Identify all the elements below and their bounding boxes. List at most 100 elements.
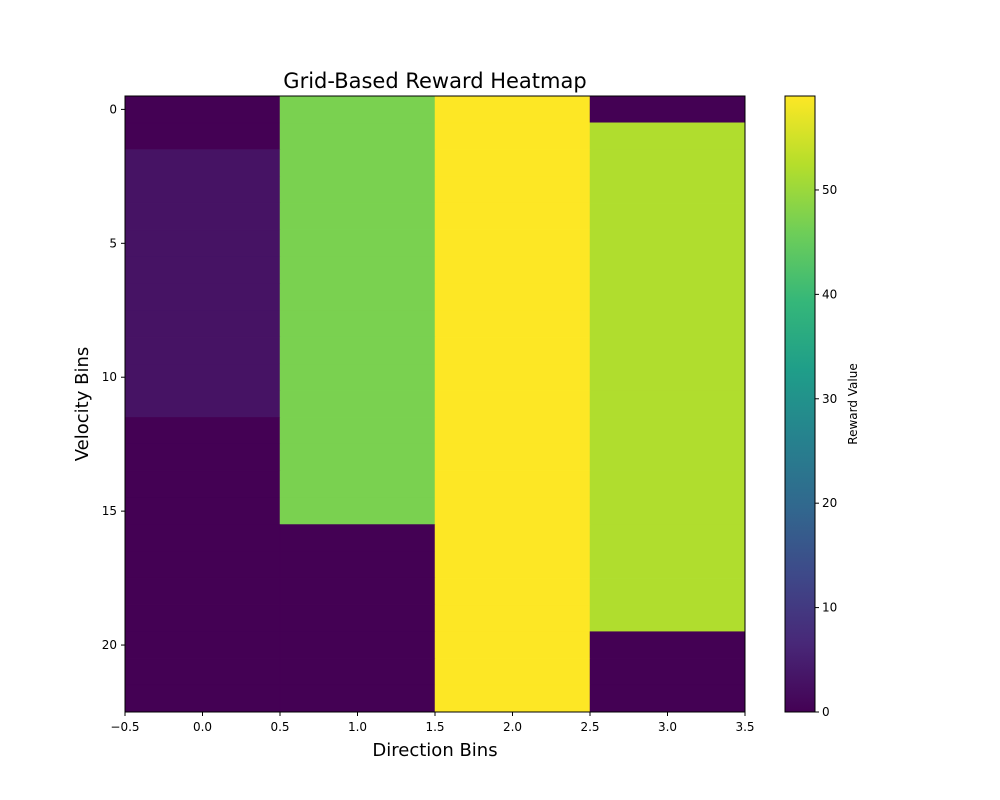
heatmap-cell: [589, 577, 746, 606]
colorbar-tick-label: 30: [822, 392, 837, 406]
heatmap-cell: [124, 202, 281, 231]
x-tick-label: 1.5: [425, 720, 444, 734]
heatmap-cell: [124, 310, 281, 338]
heatmap-cell: [589, 497, 746, 525]
heatmap-cell: [124, 122, 281, 150]
heatmap-cell: [124, 577, 281, 606]
heatmap-cell: [589, 604, 746, 632]
heatmap-cell: [124, 631, 281, 659]
heatmap-cell: [279, 497, 436, 525]
heatmap-cell: [279, 470, 436, 498]
colorbar-tick-label: 0: [822, 705, 830, 719]
heatmap-cell: [279, 577, 436, 606]
heatmap-cell: [434, 604, 591, 632]
heatmap-cell: [124, 417, 281, 445]
heatmap-cell: [434, 551, 591, 579]
heatmap-cell: [434, 310, 591, 338]
heatmap-cell: [279, 256, 436, 284]
heatmap-cell: [589, 551, 746, 579]
heatmap-cell: [434, 658, 591, 686]
heatmap-cell: [434, 256, 591, 284]
heatmap-cell: [279, 363, 436, 391]
heatmap-cell: [279, 149, 436, 177]
heatmap-cell: [124, 283, 281, 311]
heatmap-cell: [589, 417, 746, 445]
x-tick-label: 0.0: [193, 720, 212, 734]
heatmap-cell: [124, 551, 281, 579]
heatmap-cell: [124, 470, 281, 498]
heatmap-cell: [434, 122, 591, 150]
heatmap-cell: [589, 524, 746, 552]
heatmap-cell: [279, 551, 436, 579]
heatmap-cell: [124, 443, 281, 472]
heatmap-cell: [589, 336, 746, 365]
heatmap-cell: [589, 202, 746, 231]
x-tick-label: 0.5: [270, 720, 289, 734]
heatmap-cell: [434, 363, 591, 391]
heatmap-cell: [589, 176, 746, 204]
colorbar-tick-label: 20: [822, 496, 837, 510]
y-tick-label: 15: [102, 504, 117, 518]
heatmap-cell: [279, 684, 436, 713]
heatmap-cell: [434, 95, 591, 124]
heatmap-cell: [434, 283, 591, 311]
heatmap-cell: [279, 229, 436, 257]
heatmap-cell: [124, 149, 281, 177]
heatmap-cell: [434, 202, 591, 231]
heatmap-cell: [279, 95, 436, 124]
heatmap-cell: [279, 176, 436, 204]
heatmap-cell: [124, 176, 281, 204]
heatmap-cell: [279, 524, 436, 552]
heatmap-cell: [589, 95, 746, 124]
heatmap-cell: [589, 470, 746, 498]
heatmap-cell: [279, 390, 436, 418]
x-axis-label: Direction Bins: [372, 740, 497, 761]
heatmap-cell: [124, 524, 281, 552]
heatmap-cell: [124, 684, 281, 713]
heatmap-cell: [124, 363, 281, 391]
colorbar: [784, 95, 816, 713]
heatmap-cell: [124, 256, 281, 284]
heatmap-cell: [434, 229, 591, 257]
heatmap-cell: [434, 524, 591, 552]
y-tick-label: 20: [102, 638, 117, 652]
x-tick-label: 2.5: [580, 720, 599, 734]
heatmap-cell: [279, 122, 436, 150]
y-axis: 0 5 10 15 20: [102, 102, 125, 652]
heatmap-cell: [434, 176, 591, 204]
heatmap-cell: [589, 443, 746, 472]
x-tick-label: −0.5: [110, 720, 139, 734]
heatmap-cell: [434, 149, 591, 177]
heatmap-cell: [279, 417, 436, 445]
heatmap-cell: [124, 390, 281, 418]
heatmap-cell: [434, 390, 591, 418]
x-axis: −0.5 0.0 0.5 1.0 1.5 2.0 2.5 3.0 3.5: [110, 712, 755, 734]
heatmap-cell: [589, 658, 746, 686]
colorbar-label: Reward Value: [846, 363, 860, 444]
heatmap-cell: [589, 363, 746, 391]
heatmap-cell: [589, 149, 746, 177]
heatmap-cell: [124, 95, 281, 124]
y-tick-label: 10: [102, 370, 117, 384]
x-tick-label: 3.0: [658, 720, 677, 734]
heatmap-cell: [124, 604, 281, 632]
heatmap-cell: [124, 497, 281, 525]
heatmap-cell: [589, 390, 746, 418]
heatmap-cell: [434, 443, 591, 472]
heatmap-cell: [434, 631, 591, 659]
y-axis-label: Velocity Bins: [72, 347, 93, 461]
heatmap-cell: [434, 497, 591, 525]
heatmap-cell: [589, 122, 746, 150]
heatmap-cell: [434, 470, 591, 498]
heatmap-cell: [279, 658, 436, 686]
heatmap-cell: [434, 417, 591, 445]
heatmap-cell: [589, 256, 746, 284]
x-tick-label: 3.5: [735, 720, 754, 734]
heatmap-cell: [279, 283, 436, 311]
heatmap-cell: [434, 336, 591, 365]
heatmap-cell: [589, 310, 746, 338]
x-tick-label: 2.0: [503, 720, 522, 734]
heatmap-cell: [279, 310, 436, 338]
heatmap-cell: [124, 658, 281, 686]
heatmap-cells: [124, 95, 746, 713]
